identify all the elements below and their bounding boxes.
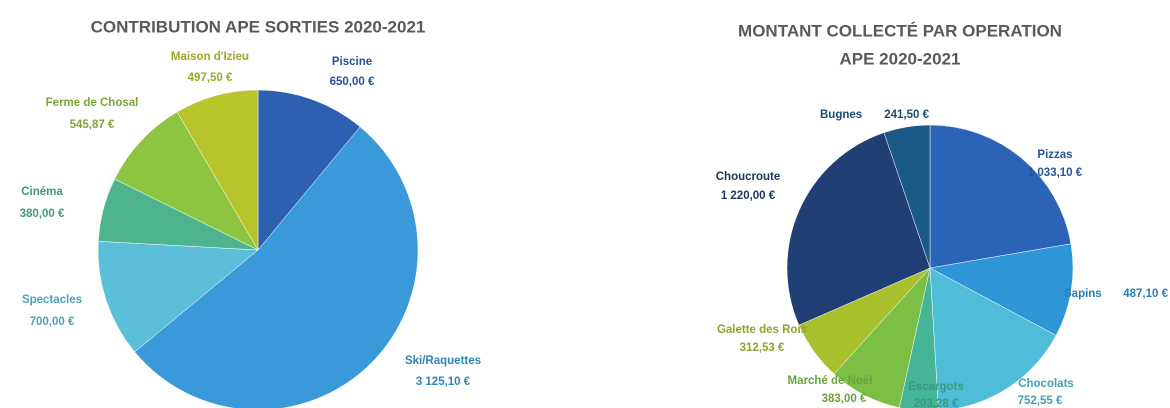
- slice-name: Piscine: [332, 56, 372, 68]
- slice-name: Ferme de Chosal: [46, 97, 139, 109]
- pie-slice: [114, 111, 259, 251]
- slice-name: Chocolats: [1018, 378, 1074, 390]
- slice-value: 487,10 €: [1123, 288, 1168, 300]
- slice-name: Galette des Rois: [717, 324, 807, 336]
- pie-slice: [929, 267, 1057, 408]
- slice-value: 1 033,10 €: [1028, 167, 1083, 179]
- slice-value: 241,50 €: [884, 109, 929, 121]
- slice-name: Pizzas: [1037, 149, 1072, 161]
- pie-slice: [97, 241, 259, 353]
- chart-title: APE 2020-2021: [840, 49, 961, 68]
- slice-name: Sapins: [1064, 288, 1102, 300]
- pie-slice: [176, 89, 259, 251]
- slice-value: 3 125,10 €: [416, 376, 471, 388]
- pie-slice: [257, 89, 361, 251]
- slice-value: 650,00 €: [330, 76, 375, 88]
- chart-title: MONTANT COLLECTÉ PAR OPERATION: [738, 21, 1062, 40]
- slice-value: 312,53 €: [740, 342, 785, 354]
- pie-slice: [786, 132, 931, 326]
- slice-value: 1 220,00 €: [721, 190, 776, 202]
- slice-name: Ski/Raquettes: [405, 355, 481, 367]
- slice-value: 203,28 €: [914, 398, 959, 408]
- pie-slice: [929, 243, 1074, 336]
- chart-title: CONTRIBUTION APE SORTIES 2020-2021: [91, 17, 426, 36]
- slice-name: Marché de Noël: [788, 375, 873, 387]
- slice-name: Escargots: [908, 381, 964, 393]
- slice-name: Bugnes: [820, 109, 862, 121]
- slice-name: Cinéma: [21, 186, 63, 198]
- slice-name: Spectacles: [22, 294, 82, 306]
- slice-value: 497,50 €: [188, 72, 233, 84]
- pie-slice: [883, 124, 931, 269]
- slice-value: 383,00 €: [822, 393, 867, 405]
- slice-value: 380,00 €: [20, 208, 65, 220]
- pie-slice: [134, 126, 419, 408]
- slice-value: 700,00 €: [30, 316, 75, 328]
- slice-name: Maison d'Izieu: [171, 51, 249, 63]
- slice-value: 545,87 €: [70, 119, 115, 131]
- slice-name: Choucroute: [716, 171, 781, 183]
- pie-slice: [929, 124, 1072, 269]
- slice-value: 752,55 €: [1018, 395, 1063, 407]
